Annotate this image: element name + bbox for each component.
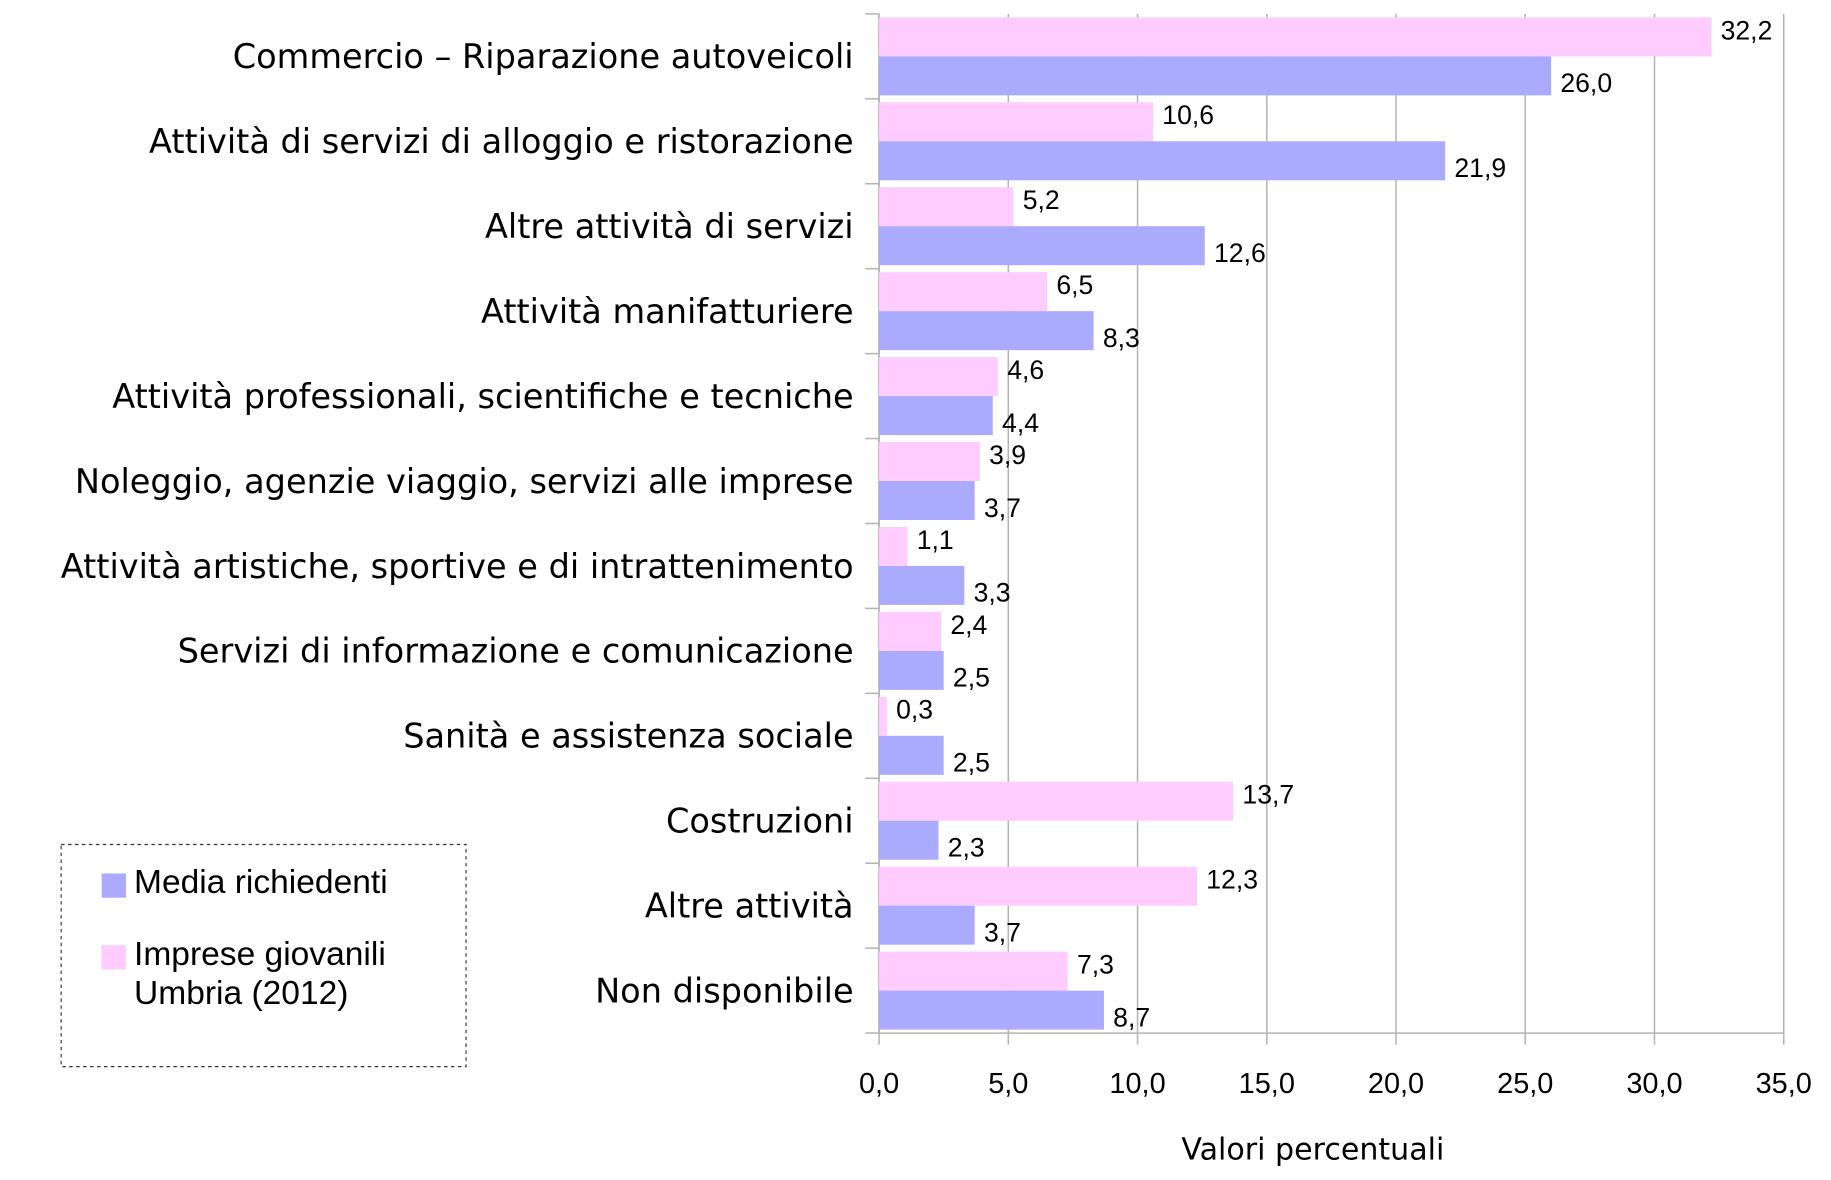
bar: [879, 311, 1094, 351]
data-label: 12,3: [1206, 865, 1258, 895]
bar: [879, 781, 1234, 821]
legend-label: Imprese giovanili Umbria (2012): [134, 935, 386, 1013]
data-label: 21,9: [1454, 153, 1506, 183]
legend-entry: Imprese giovanili Umbria (2012): [134, 935, 386, 1013]
data-label: 3,7: [984, 917, 1021, 947]
bar: [879, 866, 1197, 906]
data-label: 7,3: [1077, 950, 1114, 980]
data-label: 2,5: [953, 663, 990, 693]
y-tick-label: Altre attività: [645, 886, 854, 925]
data-label: 2,3: [948, 833, 985, 863]
legend-box: [60, 843, 467, 1068]
y-tick-label: Costruzioni: [666, 802, 854, 841]
data-label: 2,4: [950, 610, 987, 640]
bar: [879, 565, 965, 605]
y-tick-label: Attività professionali, scientifiche e t…: [112, 377, 853, 416]
x-tick-label: 25,0: [1497, 1068, 1553, 1100]
data-label: 0,3: [896, 695, 933, 725]
data-label: 8,3: [1103, 323, 1140, 353]
data-label: 13,7: [1242, 780, 1294, 810]
bar: [879, 141, 1446, 181]
legend-label: Media richiedenti: [134, 864, 388, 902]
x-tick-label: 5,0: [988, 1068, 1028, 1100]
x-tick-label: 10,0: [1109, 1068, 1165, 1100]
y-tick-label: Attività artistiche, sportive e di intra…: [61, 547, 854, 586]
bar: [879, 442, 980, 482]
bar: [879, 820, 939, 860]
data-label: 12,6: [1214, 238, 1266, 268]
legend-swatch: [101, 873, 126, 898]
bar: [879, 611, 942, 651]
x-tick-label: 30,0: [1626, 1068, 1682, 1100]
data-label: 6,5: [1056, 270, 1093, 300]
bar: [879, 226, 1205, 266]
data-label: 3,9: [989, 440, 1026, 470]
data-label: 10,6: [1162, 100, 1214, 130]
y-tick-label: Non disponibile: [595, 971, 854, 1010]
data-label: 4,4: [1002, 408, 1039, 438]
bar: [879, 272, 1048, 312]
data-label: 2,5: [953, 748, 990, 778]
bar: [879, 526, 908, 566]
data-label: 26,0: [1560, 68, 1612, 98]
bar: [879, 481, 975, 521]
data-label: 1,1: [917, 525, 954, 555]
data-label: 4,6: [1007, 355, 1044, 385]
legend-entry: Media richiedenti: [134, 864, 388, 902]
bar: [879, 951, 1068, 991]
bar: [879, 990, 1104, 1030]
y-tick-label: Sanità e assistenza sociale: [403, 717, 853, 756]
data-label: 8,7: [1113, 1002, 1150, 1032]
data-label: 3,3: [974, 578, 1011, 608]
y-tick-label: Attività manifatturiere: [481, 292, 854, 331]
x-tick-label: 0,0: [859, 1068, 899, 1100]
bar: [879, 357, 998, 397]
bar: [879, 396, 993, 436]
x-tick-label: 35,0: [1756, 1068, 1812, 1100]
data-label: 5,2: [1023, 185, 1060, 215]
y-tick-label: Noleggio, agenzie viaggio, servizi alle …: [75, 462, 854, 501]
bar: [879, 56, 1552, 96]
y-tick-label: Commercio – Riparazione autoveicoli: [233, 37, 854, 76]
bar: [879, 696, 887, 736]
bar: [879, 650, 944, 690]
legend-swatch: [101, 945, 126, 970]
y-tick-label: Attività di servizi di alloggio e ristor…: [149, 122, 854, 161]
bar: [879, 102, 1154, 142]
x-tick-label: 20,0: [1368, 1068, 1424, 1100]
bar: [879, 187, 1014, 227]
y-tick-label: Servizi di informazione e comunicazione: [178, 632, 854, 671]
data-label: 32,2: [1721, 15, 1773, 45]
bar: [879, 17, 1712, 57]
data-label: 3,7: [984, 493, 1021, 523]
x-axis-label: Valori percentuali: [1181, 1133, 1444, 1168]
bar: [879, 905, 975, 945]
x-tick-label: 15,0: [1239, 1068, 1295, 1100]
y-tick-label: Altre attività di servizi: [485, 207, 854, 246]
bar: [879, 735, 944, 775]
